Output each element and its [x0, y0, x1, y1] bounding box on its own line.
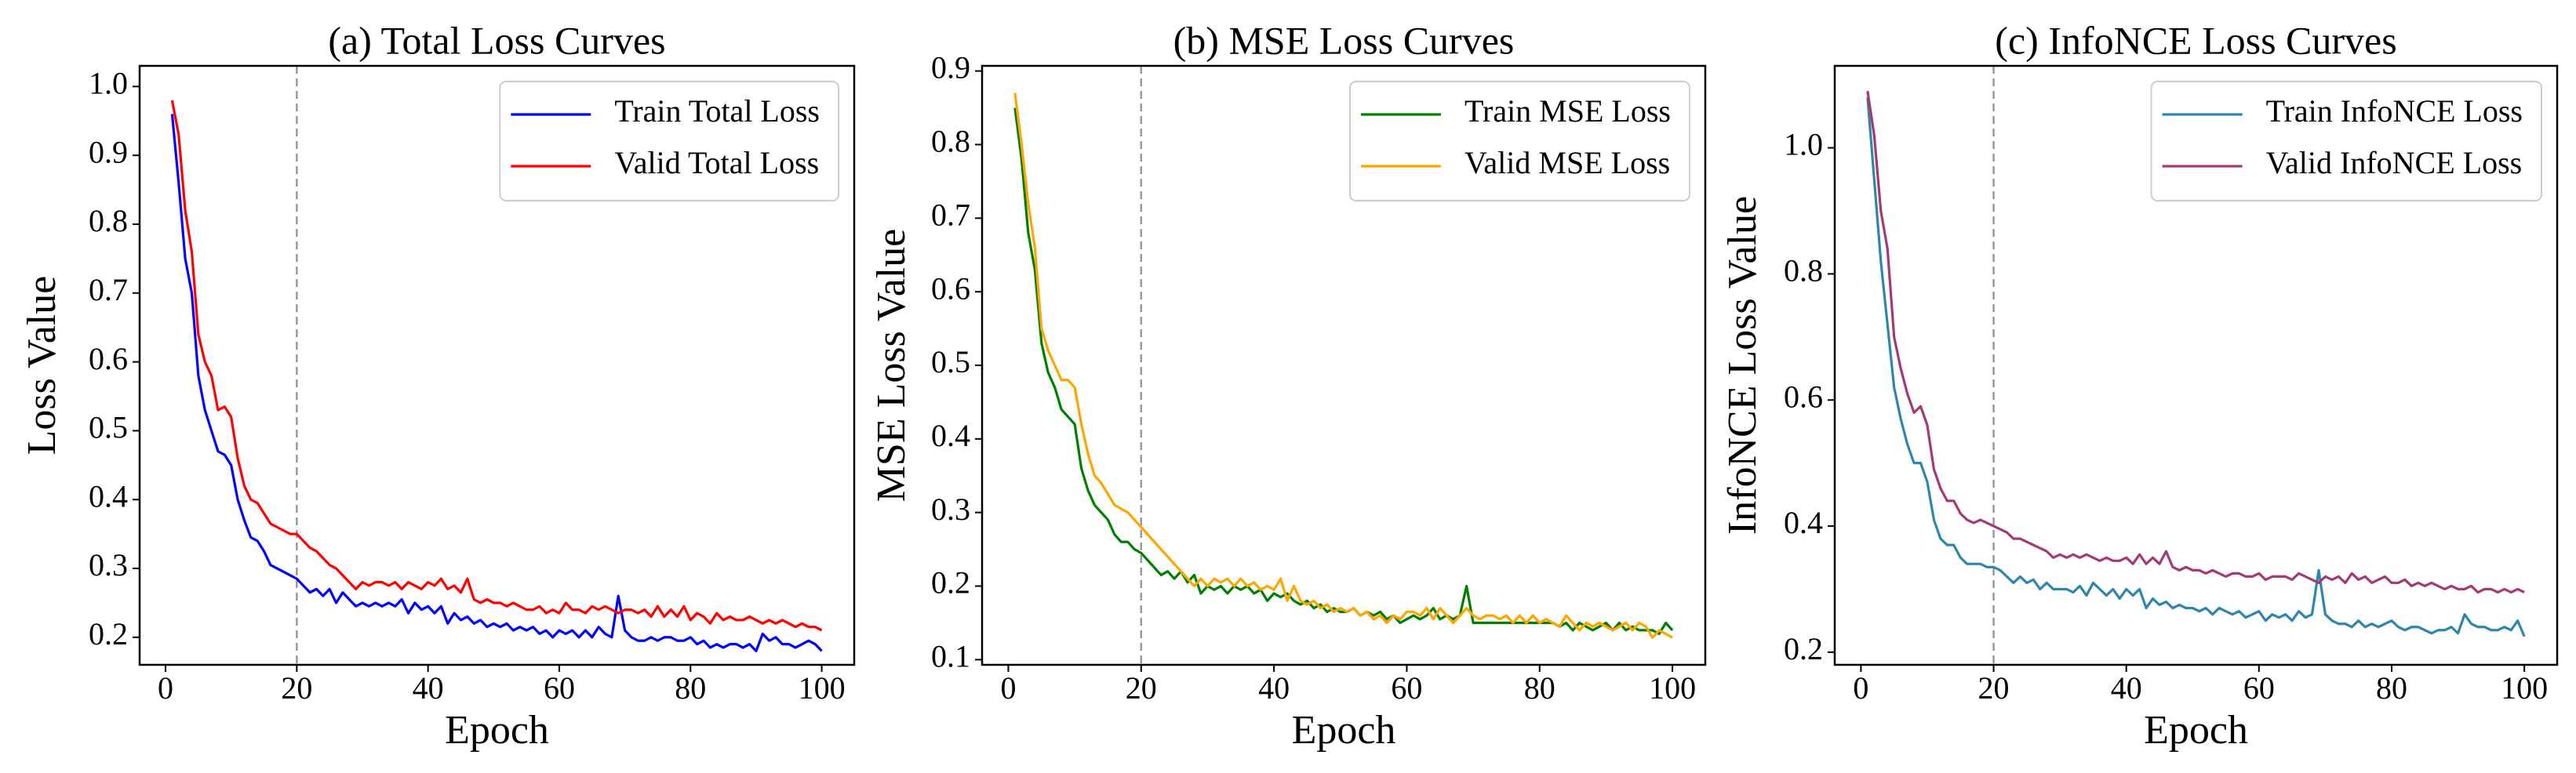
- x-tick-label: 100: [2501, 670, 2548, 706]
- y-tick-label: 0.1: [931, 639, 970, 674]
- series-line: [170, 100, 823, 632]
- x-tick-label: 40: [1258, 670, 1290, 706]
- y-axis-label: MSE Loss Value: [869, 229, 914, 503]
- x-tick-label: 60: [1391, 670, 1422, 706]
- series-line: [1013, 93, 1673, 639]
- legend-label: Train InfoNCE Loss: [2266, 93, 2523, 129]
- series-line: [1866, 97, 2526, 637]
- x-axis-label: Epoch: [1292, 708, 1396, 753]
- y-tick-label: 0.4: [1784, 505, 1823, 540]
- legend: Train InfoNCE Loss Valid InfoNCE Loss: [2150, 81, 2542, 201]
- x-tick-label: 100: [799, 670, 846, 706]
- y-tick-label: 0.3: [89, 547, 128, 582]
- x-tick-label: 0: [1853, 670, 1868, 706]
- x-tick-label: 60: [2243, 670, 2275, 706]
- legend-box: [1348, 81, 1690, 201]
- chart-title: (c) InfoNCE Loss Curves: [1995, 18, 2396, 62]
- x-tick-label: 100: [1649, 670, 1696, 706]
- y-tick-label: 0.5: [931, 344, 970, 379]
- series-line: [1013, 107, 1674, 636]
- chart-title: (a) Total Loss Curves: [328, 18, 665, 62]
- y-tick-label: 0.3: [931, 492, 970, 527]
- series-line: [1866, 90, 2525, 594]
- x-tick-label: 0: [158, 670, 173, 706]
- y-tick-label: 0.2: [89, 616, 128, 651]
- x-tick-label: 0: [1000, 670, 1016, 706]
- x-tick-label: 80: [1524, 670, 1555, 706]
- legend-label: Valid InfoNCE Loss: [2266, 145, 2523, 180]
- x-tick-label: 20: [1978, 670, 2010, 706]
- plot-frame: [138, 64, 856, 666]
- y-tick-label: 1.0: [1784, 127, 1823, 162]
- plot-frame: [1833, 64, 2559, 666]
- legend-label: Train Total Loss: [614, 93, 820, 129]
- legend-label: Train MSE Loss: [1464, 93, 1671, 129]
- y-tick-label: 0.6: [1784, 379, 1823, 414]
- y-tick-label: 1.0: [89, 66, 128, 101]
- series-line: [170, 114, 823, 653]
- y-tick-label: 0.8: [89, 203, 128, 238]
- y-tick-label: 0.7: [89, 272, 128, 307]
- x-tick-label: 40: [413, 670, 444, 706]
- plot-frame: [981, 64, 1707, 666]
- y-tick-label: 0.4: [931, 418, 970, 453]
- x-tick-label: 20: [281, 670, 312, 706]
- x-tick-label: 40: [2111, 670, 2142, 706]
- legend: Train MSE Loss Valid MSE Loss: [1348, 81, 1690, 201]
- y-axis-label: InfoNCE Loss Value: [1720, 196, 1765, 535]
- y-tick-label: 0.9: [89, 134, 128, 169]
- legend-label: Valid Total Loss: [614, 145, 819, 180]
- x-axis-label: Epoch: [2144, 708, 2248, 753]
- legend-box: [2150, 81, 2542, 201]
- y-tick-label: 0.8: [931, 124, 970, 159]
- x-tick-label: 60: [544, 670, 575, 706]
- y-tick-label: 0.8: [1784, 253, 1823, 289]
- y-tick-label: 0.6: [931, 270, 970, 306]
- y-tick-label: 0.6: [89, 341, 128, 376]
- x-tick-label: 20: [1126, 670, 1157, 706]
- y-tick-label: 0.7: [931, 197, 970, 232]
- legend-box: [499, 81, 839, 201]
- chart-title: (b) MSE Loss Curves: [1173, 18, 1515, 62]
- y-tick-label: 0.4: [89, 478, 128, 514]
- y-tick-label: 0.2: [1784, 631, 1823, 666]
- y-tick-label: 0.9: [931, 50, 970, 85]
- x-tick-label: 80: [2376, 670, 2407, 706]
- x-tick-label: 80: [675, 670, 706, 706]
- legend: Train Total Loss Valid Total Loss: [499, 81, 839, 201]
- y-tick-label: 0.2: [931, 565, 970, 601]
- y-tick-label: 0.5: [89, 410, 128, 445]
- x-axis-label: Epoch: [445, 708, 549, 753]
- legend-label: Valid MSE Loss: [1464, 145, 1670, 180]
- y-axis-label: Loss Value: [20, 276, 64, 455]
